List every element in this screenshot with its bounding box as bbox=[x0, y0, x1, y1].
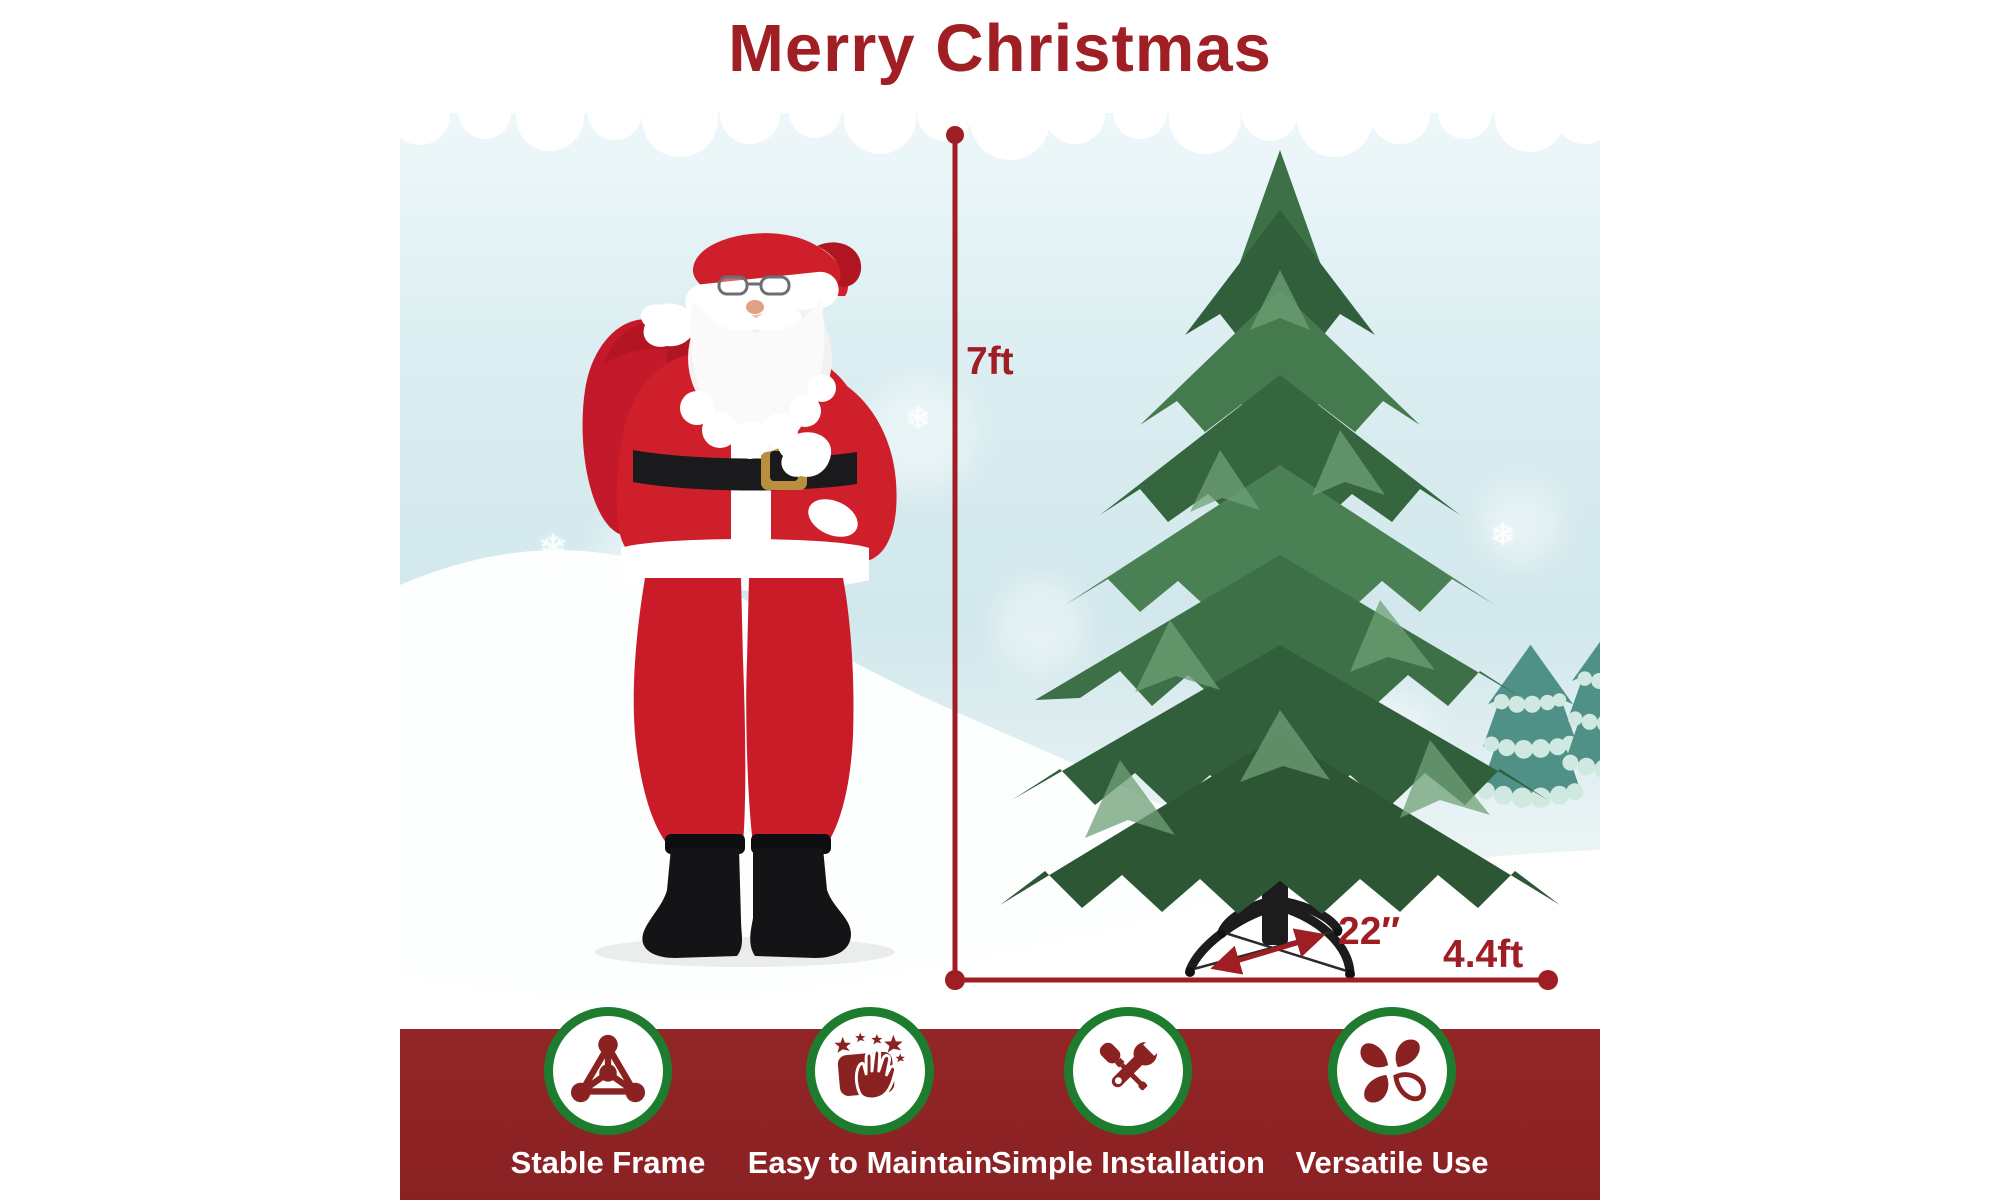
feature-label: Stable Frame bbox=[510, 1145, 706, 1180]
feature-label: Easy to Maintain bbox=[747, 1145, 993, 1180]
features-bar: Stable Frame Easy to Maintain bbox=[400, 1007, 1600, 1200]
santa-claus-illustration bbox=[575, 230, 915, 970]
frame-nodes-icon bbox=[570, 1034, 646, 1103]
pinwheel-icon bbox=[1360, 1039, 1431, 1103]
santa-hat-band bbox=[685, 271, 839, 321]
snowflake-icon: ❄ bbox=[538, 527, 569, 568]
snowflake-icon: ❄ bbox=[1490, 517, 1516, 552]
christmas-tree-illustration bbox=[1000, 150, 1590, 980]
santa-glove-left bbox=[640, 303, 696, 347]
santa-nose bbox=[746, 300, 764, 314]
feature-versatile-use: Versatile Use bbox=[1262, 1007, 1522, 1200]
feature-label: Simple Installation bbox=[991, 1145, 1265, 1180]
tree-foliage bbox=[1000, 150, 1560, 914]
feature-icon-circle bbox=[1328, 1007, 1456, 1135]
wiping-hand-icon bbox=[834, 1032, 905, 1101]
page-title: Merry Christmas bbox=[728, 11, 1272, 86]
santa-glasses bbox=[717, 275, 791, 296]
santa-shadow bbox=[595, 937, 895, 967]
feature-simple-installation: Simple Installation bbox=[991, 1007, 1265, 1200]
feature-label: Versatile Use bbox=[1295, 1145, 1489, 1180]
feature-easy-to-maintain: Easy to Maintain bbox=[740, 1007, 1000, 1200]
feature-icon-circle bbox=[806, 1007, 934, 1135]
feature-stable-frame: Stable Frame bbox=[478, 1007, 738, 1200]
cloud-border bbox=[400, 105, 1600, 160]
santa-boots bbox=[642, 834, 851, 958]
feature-icon-circle bbox=[1064, 1007, 1192, 1135]
feature-icon-circle bbox=[544, 1007, 672, 1135]
santa-pants bbox=[633, 578, 854, 844]
snowflake-icon: ❄ bbox=[905, 401, 931, 436]
santa-head bbox=[680, 233, 862, 459]
tools-icon bbox=[1099, 1036, 1163, 1091]
